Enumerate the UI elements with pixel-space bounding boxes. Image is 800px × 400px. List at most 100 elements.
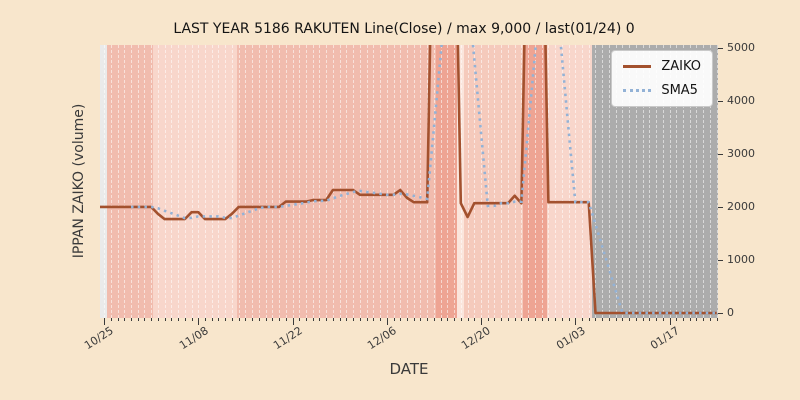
x-minor-tick: [514, 318, 516, 321]
day-gridline: [252, 45, 254, 318]
x-tick-label: 11/22: [270, 324, 305, 353]
day-gridline: [595, 45, 597, 318]
zaiko-line: [100, 45, 717, 315]
x-minor-tick: [703, 318, 705, 321]
day-gridline: [231, 45, 233, 318]
x-tick-label: 12/20: [459, 324, 494, 353]
x-minor-tick: [454, 318, 456, 321]
x-minor-tick: [676, 318, 678, 321]
x-minor-tick: [117, 318, 119, 321]
day-gridline: [245, 45, 247, 318]
day-gridline: [629, 45, 631, 318]
x-minor-tick: [709, 318, 711, 321]
x-minor-tick: [157, 318, 159, 321]
x-minor-tick: [487, 318, 489, 321]
x-minor-tick: [555, 318, 557, 321]
day-gridline: [238, 45, 240, 318]
y-tick-mark: [718, 100, 723, 102]
day-gridline: [709, 45, 711, 318]
plot-area: ZAIKO SMA5: [100, 45, 718, 318]
x-minor-tick: [507, 318, 509, 321]
day-gridline: [682, 45, 684, 318]
y-tick-mark: [718, 47, 723, 49]
day-gridline: [178, 45, 180, 318]
day-gridline: [137, 45, 139, 318]
day-gridline: [420, 45, 422, 318]
day-gridline: [481, 45, 483, 318]
day-gridline: [299, 45, 301, 318]
x-minor-tick: [494, 318, 496, 321]
x-tick-label: 12/06: [365, 324, 399, 353]
y-tick-label: 3000: [727, 146, 755, 160]
x-minor-tick: [319, 318, 321, 321]
x-minor-tick: [528, 318, 530, 321]
day-gridline: [413, 45, 415, 318]
day-gridline: [588, 45, 590, 318]
day-gridline: [440, 45, 442, 318]
day-gridline: [514, 45, 516, 318]
x-minor-tick: [393, 318, 395, 321]
x-minor-tick: [285, 318, 287, 321]
day-gridline: [218, 45, 220, 318]
x-minor-tick: [205, 318, 207, 321]
x-minor-tick: [642, 318, 644, 321]
day-gridline: [258, 45, 260, 318]
y-tick-label: 5000: [727, 40, 755, 54]
x-minor-tick: [151, 318, 153, 321]
x-minor-tick: [164, 318, 166, 321]
day-gridline: [292, 45, 294, 318]
day-gridline: [353, 45, 355, 318]
day-gridline: [406, 45, 408, 318]
x-minor-tick: [541, 318, 543, 321]
x-minor-tick: [110, 318, 112, 321]
x-minor-tick: [420, 318, 422, 321]
x-major-tick: [198, 318, 200, 325]
day-gridline: [494, 45, 496, 318]
x-minor-tick: [137, 318, 139, 321]
day-gridline: [130, 45, 132, 318]
x-minor-tick: [346, 318, 348, 321]
x-minor-tick: [696, 318, 698, 321]
y-tick-mark: [718, 259, 723, 261]
y-tick-label: 2000: [727, 199, 755, 213]
x-minor-tick: [124, 318, 126, 321]
x-minor-tick: [501, 318, 503, 321]
y-tick-mark: [718, 153, 723, 155]
day-gridline: [656, 45, 658, 318]
day-gridline: [386, 45, 388, 318]
x-minor-tick: [258, 318, 260, 321]
x-minor-tick: [689, 318, 691, 321]
day-gridline: [110, 45, 112, 318]
day-gridline: [366, 45, 368, 318]
day-gridline: [339, 45, 341, 318]
x-minor-tick: [299, 318, 301, 321]
x-minor-tick: [662, 318, 664, 321]
day-gridline: [487, 45, 489, 318]
x-minor-tick: [582, 318, 583, 321]
x-major-tick: [481, 318, 483, 325]
day-gridline: [393, 45, 395, 318]
x-axis-label: DATE: [389, 360, 429, 378]
x-tick-label: 11/08: [176, 324, 211, 353]
day-gridline: [467, 45, 469, 318]
chart-title: LAST YEAR 5186 RAKUTEN Line(Close) / max…: [173, 21, 635, 37]
x-minor-tick: [400, 318, 402, 321]
day-gridline: [474, 45, 476, 318]
x-minor-tick: [629, 318, 631, 321]
day-gridline: [359, 45, 361, 318]
x-minor-tick: [602, 318, 604, 321]
x-minor-tick: [238, 318, 240, 321]
x-tick-label: 01/03: [553, 324, 588, 353]
x-minor-tick: [144, 318, 146, 321]
day-gridline: [568, 45, 570, 318]
x-minor-tick: [622, 318, 624, 321]
legend-label-sma5: SMA5: [661, 83, 698, 98]
x-major-tick: [104, 318, 106, 325]
day-gridline: [622, 45, 624, 318]
x-minor-tick: [467, 318, 469, 321]
x-minor-tick: [649, 318, 651, 321]
day-gridline: [642, 45, 644, 318]
day-gridline: [575, 45, 577, 318]
x-tick-label: 10/25: [82, 324, 117, 353]
day-gridline: [507, 45, 509, 318]
